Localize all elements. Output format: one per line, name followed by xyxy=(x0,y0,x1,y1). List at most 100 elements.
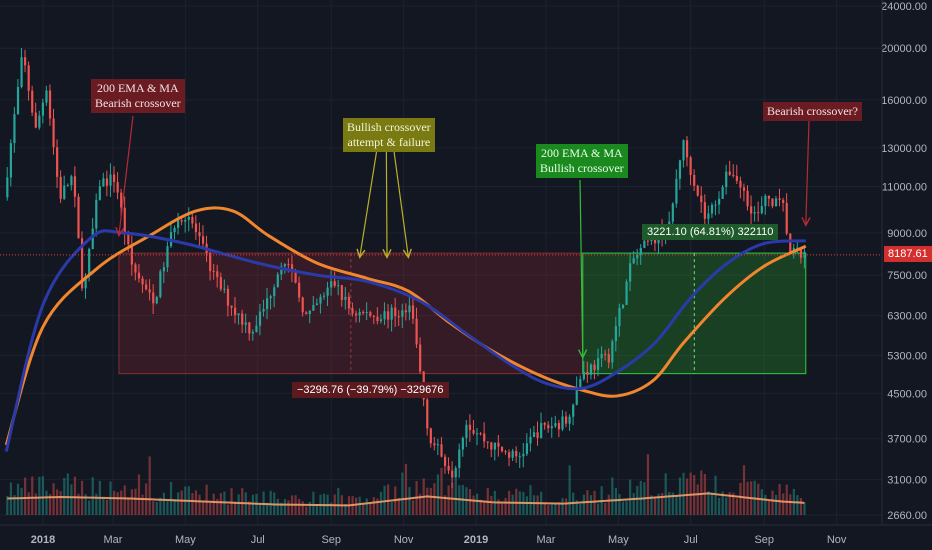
candle-body xyxy=(255,325,258,332)
volume-bar xyxy=(387,484,390,515)
candle-body xyxy=(63,185,66,199)
volume-bar xyxy=(20,487,23,515)
candle-body xyxy=(80,238,84,289)
candle-body xyxy=(401,310,404,317)
x-tick-label: May xyxy=(175,534,196,546)
volume-bar xyxy=(152,501,155,515)
candle-body xyxy=(112,174,116,183)
volume-bar xyxy=(112,490,116,515)
candle-body xyxy=(782,199,785,203)
candle-body xyxy=(568,416,571,424)
volume-bar xyxy=(201,502,205,515)
volume-bar xyxy=(742,465,746,515)
volume-bar xyxy=(735,498,738,515)
volume-bar xyxy=(70,484,73,515)
y-tick-label: 4500.00 xyxy=(887,388,927,400)
annotation-line-2: Bullish crossover xyxy=(540,161,624,175)
volume-bar xyxy=(305,506,308,515)
candle-body xyxy=(593,364,596,370)
candle-body xyxy=(137,272,141,279)
volume-bar xyxy=(230,488,233,515)
volume-bar xyxy=(34,493,37,515)
volume-bar xyxy=(685,478,689,515)
volume-bar xyxy=(778,484,781,515)
candle-body xyxy=(358,312,361,316)
volume-bar xyxy=(88,500,91,515)
volume-bar xyxy=(102,497,105,515)
candle-body xyxy=(579,379,582,387)
candle-body xyxy=(707,213,710,219)
volume-bar xyxy=(803,502,806,515)
volume-bar xyxy=(365,498,368,515)
annotation-line-2: Bearish crossover xyxy=(95,96,181,110)
volume-bar xyxy=(77,493,80,515)
candle-body xyxy=(201,236,205,244)
candle-body xyxy=(753,212,756,214)
candle-body xyxy=(45,90,48,103)
candle-body xyxy=(105,178,109,186)
candle-body xyxy=(746,190,749,207)
volume-bar xyxy=(468,489,472,515)
candle-body xyxy=(461,437,464,450)
volume-bar xyxy=(700,470,703,515)
candle-body xyxy=(451,470,454,478)
candle-body xyxy=(141,278,144,285)
candle-body xyxy=(394,307,397,317)
candle-body xyxy=(59,176,62,199)
candle-body xyxy=(529,436,532,444)
candle-body xyxy=(589,364,593,375)
volume-bar xyxy=(579,503,582,515)
candle-body xyxy=(134,264,137,273)
candle-body xyxy=(774,198,778,207)
volume-bar xyxy=(180,490,183,515)
volume-bar xyxy=(372,497,375,515)
candle-body xyxy=(447,465,450,471)
candle-body xyxy=(472,430,475,434)
candle-body xyxy=(639,248,642,255)
candle-body xyxy=(191,216,194,224)
candle-body xyxy=(540,422,543,438)
candle-body xyxy=(337,285,340,287)
candle-body xyxy=(177,220,180,228)
candle-body xyxy=(604,353,607,355)
candle-body xyxy=(440,444,443,457)
volume-bar xyxy=(194,490,198,515)
volume-bar xyxy=(774,494,778,515)
volume-bar xyxy=(629,479,632,515)
x-tick-label: Nov xyxy=(827,534,847,546)
volume-bar xyxy=(226,504,230,515)
candle-layer xyxy=(6,48,806,489)
candle-body xyxy=(27,65,30,91)
x-tick-label: Sep xyxy=(754,534,774,546)
candle-body xyxy=(266,298,269,310)
volume-bar xyxy=(675,495,678,515)
candle-body xyxy=(764,195,767,207)
y-tick-label: 7500.00 xyxy=(887,270,927,282)
volume-bar xyxy=(95,493,98,515)
candle-body xyxy=(387,311,390,320)
candle-body xyxy=(497,442,500,447)
volume-bar xyxy=(682,472,685,515)
volume-bar xyxy=(511,494,514,515)
annotation-arrow-line xyxy=(579,179,584,358)
annotation-arrow-line xyxy=(393,149,409,258)
candle-body xyxy=(237,313,240,316)
volume-bar xyxy=(233,501,237,515)
annotation-arrow-line xyxy=(359,149,378,258)
candle-body xyxy=(614,326,617,342)
candle-body xyxy=(73,176,77,197)
volume-bar xyxy=(401,472,404,515)
candle-body xyxy=(305,312,308,315)
candle-body xyxy=(41,102,45,116)
candle-body xyxy=(415,318,418,345)
volume-bar xyxy=(625,501,628,515)
candle-body xyxy=(600,353,603,359)
candle-body xyxy=(273,287,276,297)
x-tick-label: 2019 xyxy=(464,534,488,546)
volume-layer xyxy=(6,454,806,515)
candle-body xyxy=(258,311,262,326)
volume-bar xyxy=(532,495,536,515)
candle-body xyxy=(515,450,518,457)
volume-bar xyxy=(155,501,158,515)
